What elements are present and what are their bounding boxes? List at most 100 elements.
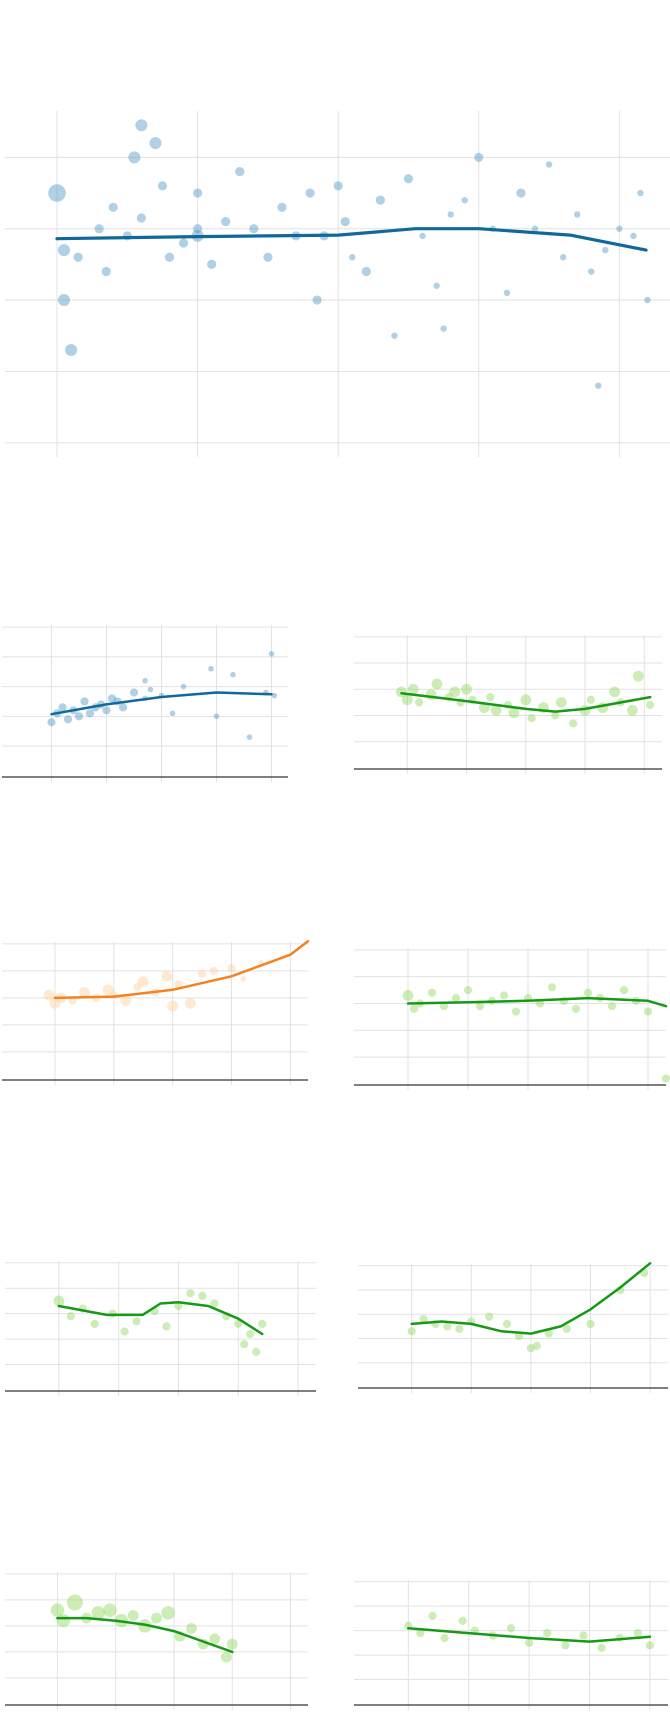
point [455,1324,464,1333]
point [449,686,461,698]
point [559,254,567,261]
point [544,1329,553,1338]
point [602,246,609,254]
point [235,167,245,177]
point [475,1002,485,1011]
point [531,225,539,232]
point [240,976,247,982]
point [626,704,638,716]
point [108,202,118,212]
point [221,1651,232,1663]
point [135,119,148,132]
point [268,651,275,657]
point [630,232,637,240]
point [249,224,259,234]
point [91,1606,105,1620]
point [443,1322,452,1331]
point [569,719,578,728]
point [66,1312,75,1321]
point [118,703,128,712]
point [151,1612,162,1624]
trend-line [56,1616,234,1654]
point [447,211,454,218]
point [133,982,142,992]
point [207,259,217,269]
point [107,694,117,703]
point [277,202,287,212]
point [127,1610,139,1621]
point [486,693,495,702]
point [409,1004,419,1013]
trend-line [50,691,273,716]
point [85,709,95,718]
point [485,1312,494,1321]
point [579,1631,588,1640]
point [234,1319,243,1328]
point [178,238,189,248]
point [94,224,104,234]
trend-line [406,996,668,1008]
point [147,686,154,693]
point [240,1340,249,1349]
point [193,224,203,234]
point [73,252,83,262]
point [451,994,461,1003]
point [305,188,315,198]
point [49,997,61,1009]
point [516,188,526,198]
point [349,254,356,261]
point [526,1344,535,1353]
point [525,1638,534,1647]
point [161,970,173,982]
point [474,152,484,162]
trend-line [53,939,310,1000]
point [431,678,443,690]
point [161,1606,175,1620]
point [208,665,214,672]
point [555,696,567,708]
point [461,683,472,695]
point [128,151,141,164]
point [361,266,371,277]
point [508,707,520,719]
point [416,1628,425,1638]
point [597,1643,606,1652]
point [47,718,56,727]
point [506,1624,516,1633]
point [588,268,595,275]
point [375,195,385,205]
point [609,686,621,698]
point [246,734,253,740]
point [440,1633,449,1643]
point [407,1327,416,1336]
point [644,296,651,304]
trend-line [55,227,648,252]
point [440,325,447,332]
point [90,1319,99,1328]
point [419,232,426,240]
point [78,987,90,998]
point [227,964,236,973]
point [551,711,560,720]
trend-line [407,1626,652,1643]
point [619,985,629,995]
point [136,213,146,223]
point [439,1002,449,1011]
point [633,1628,642,1638]
point [532,1341,541,1350]
point [427,988,437,997]
point [43,989,55,1001]
point [213,713,220,720]
point [415,698,424,707]
point [101,266,111,277]
point [142,677,148,684]
point [586,1319,595,1329]
point [209,1633,221,1645]
point [595,382,602,389]
point [53,1295,65,1307]
point [333,181,343,191]
point [80,697,89,706]
point [58,294,71,307]
point [246,1329,255,1339]
point [458,1616,467,1625]
